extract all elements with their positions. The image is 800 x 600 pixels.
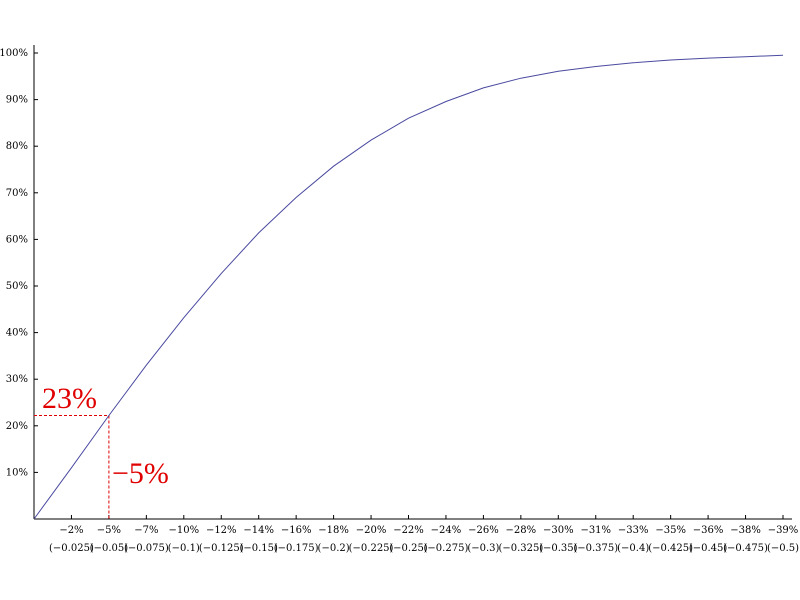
x-tick-sublabel: (−0.175)	[274, 543, 319, 554]
x-tick-label: −30%	[543, 525, 574, 536]
y-tick-label: 10%	[6, 467, 28, 478]
y-tick-label: 80%	[6, 141, 28, 152]
x-tick-label: −5%	[97, 525, 121, 536]
x-tick-sublabel: (−0.3)	[467, 543, 499, 554]
x-tick-sublabel: (−0.075)	[124, 543, 169, 554]
x-tick-sublabel: (−0.275)	[424, 543, 469, 554]
x-tick-label: −20%	[356, 525, 387, 536]
x-tick-sublabel: (−0.05)	[90, 543, 129, 554]
x-tick-label: −28%	[506, 525, 537, 536]
x-tick-label: −7%	[134, 525, 158, 536]
x-tick-sublabel: (−0.15)	[239, 543, 278, 554]
y-tick-label: 40%	[6, 328, 28, 339]
x-tick-sublabel: (−0.35)	[539, 543, 578, 554]
x-tick-label: −24%	[431, 525, 462, 536]
annotation-guides	[34, 415, 110, 519]
x-tick-label: −16%	[281, 525, 312, 536]
x-tick-sublabel: (−0.1)	[168, 543, 200, 554]
x-tick-label: −12%	[206, 525, 237, 536]
x-tick-sublabel: (−0.2)	[318, 543, 350, 554]
axis-ticks: −2%(−0.025)−5%(−0.05)−7%(−0.075)−10%(−0.…	[0, 48, 799, 554]
x-tick-label: −10%	[168, 525, 199, 536]
x-tick-label: −31%	[580, 525, 611, 536]
axes	[33, 45, 792, 520]
y-tick-label: 60%	[6, 234, 28, 245]
x-tick-label: −22%	[393, 525, 424, 536]
x-tick-sublabel: (−0.325)	[498, 543, 543, 554]
y-tick-label: 20%	[6, 421, 28, 432]
x-tick-sublabel: (−0.475)	[723, 543, 768, 554]
y-tick-label: 50%	[6, 281, 28, 292]
x-tick-sublabel: (−0.45)	[689, 543, 728, 554]
y-tick-label: 30%	[6, 374, 28, 385]
x-tick-label: −36%	[693, 525, 724, 536]
x-tick-label: −38%	[730, 525, 761, 536]
x-tick-sublabel: (−0.025)	[49, 543, 94, 554]
x-tick-label: −35%	[655, 525, 686, 536]
x-tick-label: −33%	[618, 525, 649, 536]
annotation-y-value: 23%	[42, 382, 97, 415]
y-tick-label: 90%	[6, 95, 28, 106]
x-tick-sublabel: (−0.375)	[573, 543, 618, 554]
x-tick-label: −2%	[59, 525, 83, 536]
x-tick-label: −39%	[768, 525, 799, 536]
x-tick-label: −26%	[468, 525, 499, 536]
y-tick-label: 100%	[0, 48, 28, 59]
annotation-x-value: −5%	[112, 457, 169, 490]
series-line	[33, 54, 784, 520]
y-tick-label: 70%	[6, 188, 28, 199]
x-tick-sublabel: (−0.4)	[617, 543, 649, 554]
x-tick-sublabel: (−0.25)	[389, 543, 428, 554]
x-tick-sublabel: (−0.425)	[648, 543, 693, 554]
x-tick-label: −14%	[243, 525, 274, 536]
x-tick-sublabel: (−0.125)	[199, 543, 244, 554]
x-tick-sublabel: (−0.5)	[767, 543, 799, 554]
x-tick-label: −18%	[318, 525, 349, 536]
x-tick-sublabel: (−0.225)	[349, 543, 394, 554]
